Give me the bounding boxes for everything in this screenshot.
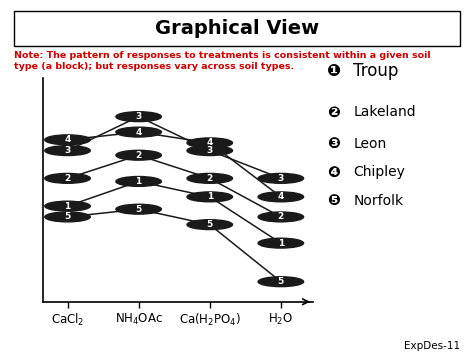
Circle shape — [45, 146, 90, 155]
Circle shape — [258, 212, 303, 222]
Circle shape — [116, 127, 161, 137]
Circle shape — [45, 174, 90, 183]
Text: 3: 3 — [64, 146, 71, 155]
Text: ❺: ❺ — [327, 193, 340, 208]
Text: 1: 1 — [278, 239, 284, 248]
Text: type (a block); but responses vary across soil types.: type (a block); but responses vary acros… — [14, 62, 294, 71]
Text: Lakeland: Lakeland — [353, 105, 416, 119]
Circle shape — [116, 112, 161, 122]
Text: 5: 5 — [278, 277, 284, 286]
Circle shape — [187, 138, 232, 148]
Text: 5: 5 — [207, 220, 213, 229]
Text: 5: 5 — [64, 212, 71, 222]
Text: Norfolk: Norfolk — [353, 193, 403, 208]
Circle shape — [258, 192, 303, 202]
Circle shape — [258, 238, 303, 248]
Circle shape — [258, 277, 303, 286]
Text: 5: 5 — [136, 205, 142, 214]
Text: 1: 1 — [136, 177, 142, 186]
Text: 1: 1 — [64, 202, 71, 211]
Text: 3: 3 — [278, 174, 284, 183]
Text: 2: 2 — [136, 151, 142, 160]
Text: 3: 3 — [136, 112, 142, 121]
Circle shape — [258, 174, 303, 183]
Circle shape — [45, 201, 90, 211]
Circle shape — [45, 212, 90, 222]
Text: 3: 3 — [207, 146, 213, 155]
Circle shape — [187, 220, 232, 230]
Text: 2: 2 — [207, 174, 213, 183]
Circle shape — [116, 176, 161, 186]
Text: Chipley: Chipley — [353, 165, 405, 179]
Text: ❹: ❹ — [327, 165, 340, 180]
Text: 4: 4 — [136, 127, 142, 137]
Text: ❸: ❸ — [327, 136, 340, 151]
Text: Note: The pattern of responses to treatments is consistent within a given soil: Note: The pattern of responses to treatm… — [14, 51, 431, 60]
Circle shape — [45, 135, 90, 145]
Circle shape — [187, 192, 232, 202]
Text: 4: 4 — [207, 138, 213, 147]
Text: 2: 2 — [64, 174, 71, 183]
Text: 4: 4 — [64, 135, 71, 144]
FancyBboxPatch shape — [14, 11, 460, 46]
Circle shape — [116, 204, 161, 214]
Text: Leon: Leon — [353, 137, 386, 151]
Circle shape — [187, 146, 232, 155]
Text: ❷: ❷ — [327, 104, 340, 119]
Text: Graphical View: Graphical View — [155, 19, 319, 38]
Text: 1: 1 — [207, 192, 213, 201]
Circle shape — [116, 150, 161, 160]
Circle shape — [187, 174, 232, 183]
Text: Troup: Troup — [353, 62, 399, 80]
Text: 4: 4 — [278, 192, 284, 201]
Text: ❶: ❶ — [327, 62, 341, 80]
Text: 2: 2 — [278, 212, 284, 222]
Text: ExpDes-11: ExpDes-11 — [404, 342, 460, 351]
